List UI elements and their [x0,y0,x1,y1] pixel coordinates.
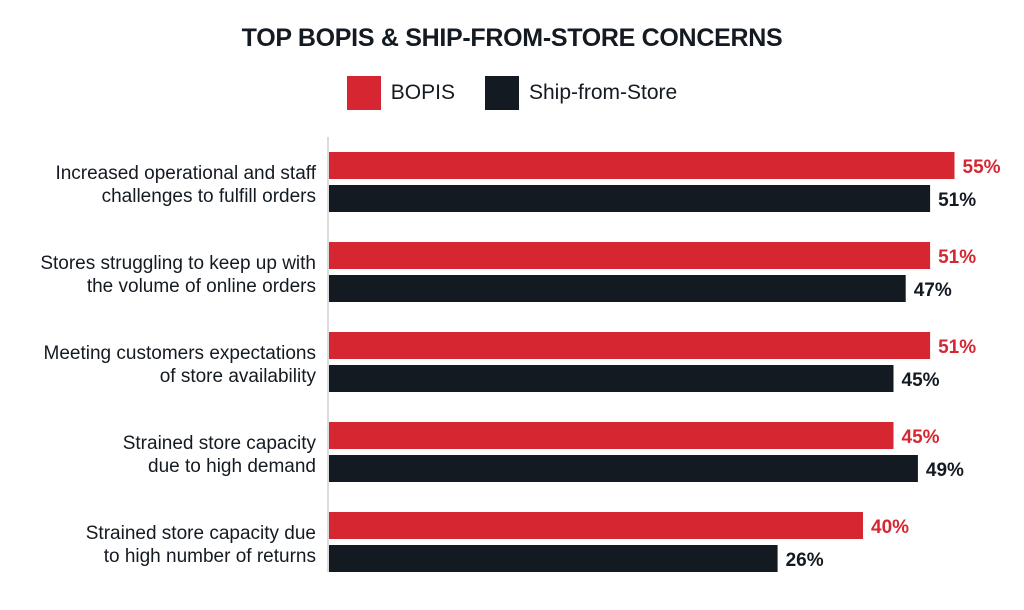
data-label: 40% [871,517,909,538]
legend-label-ship-from-store: Ship-from-Store [528,81,678,104]
data-label: 51% [938,190,976,211]
bar-ship-from-store [329,455,918,482]
bar-ship-from-store [329,275,906,302]
legend: BOPIS Ship-from-Store [0,76,1024,110]
bar-bopis [329,512,863,539]
data-label: 51% [938,337,976,358]
legend-label-bopis: BOPIS [390,81,455,104]
data-label: 47% [914,280,952,301]
legend-swatch-bopis [346,76,381,110]
bar-ship-from-store [329,545,778,572]
legend-item-bopis: BOPIS [346,76,455,110]
data-label: 51% [938,247,976,268]
bar-ship-from-store [329,365,894,392]
legend-item-ship-from-store: Ship-from-Store [484,76,678,110]
data-label: 55% [963,157,1001,178]
category-label: Increased operational and staff challenge… [55,163,316,207]
data-label: 45% [902,370,940,391]
bar-bopis [329,422,894,449]
category-label: Stores struggling to keep up with the vol… [40,253,316,297]
bar-bopis [329,242,931,269]
data-label: 26% [786,550,824,571]
category-label: Meeting customers expectations of store a… [44,343,317,387]
data-label: 49% [926,460,964,481]
bar-ship-from-store [329,185,931,212]
data-label: 45% [902,427,940,448]
legend-swatch-ship-from-store [484,76,519,110]
chart-title: TOP BOPIS & SHIP-FROM-STORE CONCERNS [241,24,783,52]
bar-bopis [329,152,955,179]
category-label: Strained store capacity due to high deman… [123,433,317,477]
bar-bopis [329,332,931,359]
category-label: Strained store capacity due to high numbe… [86,523,316,567]
